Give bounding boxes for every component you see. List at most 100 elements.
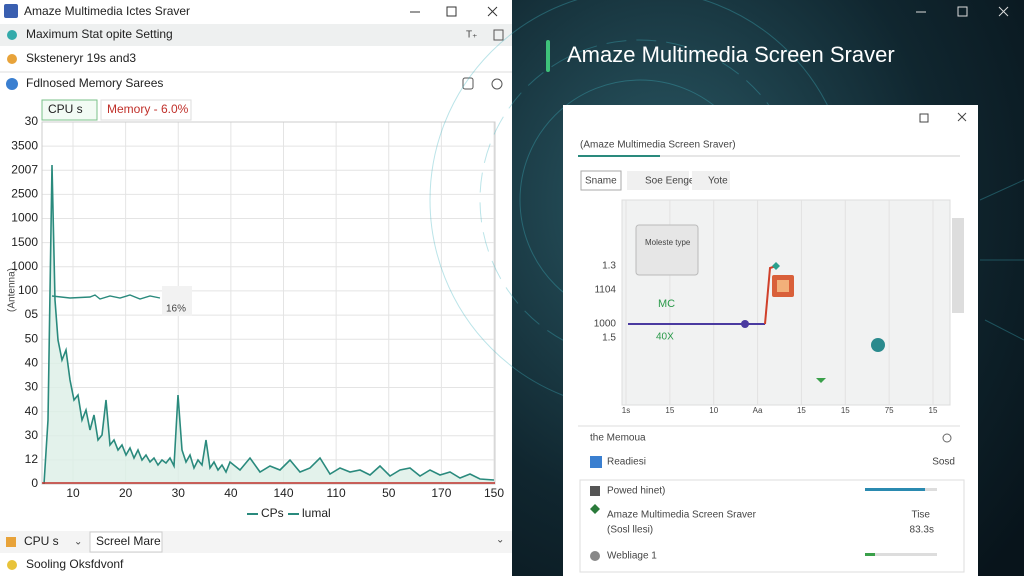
chart-legend-label: Moleste type [645, 238, 691, 247]
dialog-restore[interactable] [919, 113, 929, 123]
tab-label[interactable]: Sname [585, 176, 617, 187]
y-tick-label: 1104 [594, 285, 616, 296]
icon [590, 486, 600, 496]
y-tick-label: 2500 [11, 187, 38, 201]
progress-fill [865, 553, 875, 556]
point [871, 338, 885, 352]
icon [590, 456, 602, 468]
series-label: MC [658, 298, 675, 310]
icon[interactable] [462, 77, 474, 90]
x-tick-label: 15 [797, 406, 806, 415]
chip-label[interactable]: CPU s [48, 102, 83, 116]
row-text[interactable]: Sksteneryr 19s and3 [26, 51, 136, 65]
list-sub: (Sosl llesi) [607, 525, 653, 536]
toolbar-icon[interactable]: T₊ [466, 30, 477, 41]
y-tick-label: 50 [25, 331, 39, 345]
y-tick-label: 30 [25, 428, 39, 442]
list-box [579, 479, 965, 573]
progress-track [865, 553, 937, 556]
x-tick-label: 110 [327, 486, 346, 500]
cpu-trace [43, 164, 495, 485]
row-text[interactable]: Maximum Stat opite Setting [26, 27, 173, 41]
y-tick-label: 3500 [11, 138, 38, 152]
chart-legend [635, 224, 699, 276]
point [741, 320, 749, 328]
y-tick-label: 0 [31, 476, 38, 490]
button-label[interactable]: Screel Mare [96, 534, 161, 548]
list-status: Tise [911, 510, 930, 521]
tab[interactable] [580, 170, 622, 191]
toolbar-icon[interactable] [493, 29, 504, 41]
scrollbar[interactable] [952, 218, 964, 313]
row-icon [6, 78, 18, 90]
memory-trace [51, 294, 161, 300]
progress-fill [865, 488, 925, 491]
icon [6, 537, 16, 547]
annotation: 16% [166, 304, 186, 315]
y-tick-label: 40 [25, 404, 39, 418]
tab[interactable] [627, 171, 689, 190]
x-tick-label: 10 [66, 486, 80, 500]
dropdown[interactable]: CPU s [24, 534, 59, 548]
list-item[interactable]: Powed hinet) [607, 486, 665, 497]
row-icon [7, 54, 17, 64]
list-item[interactable]: Amaze Multimedia Screen Sraver [607, 510, 757, 521]
window-title: Amaze Multimedia Ictes Sraver [24, 4, 190, 18]
marker [777, 280, 789, 292]
legend-label: lumal [302, 506, 331, 520]
marker [816, 378, 826, 383]
x-tick-label: 150 [484, 486, 504, 500]
chip-label[interactable]: Memory - 6.0% [107, 102, 189, 116]
chip[interactable] [100, 99, 192, 121]
x-tick-label: 15 [665, 406, 674, 415]
dialog-heading: (Amaze Multimedia Screen Sraver) [580, 140, 736, 151]
x-tick-label: 140 [273, 486, 293, 500]
x-tick-label: 30 [172, 486, 186, 500]
row-label: Readiesi [607, 457, 646, 468]
series-label: 40X [656, 332, 674, 343]
icon [7, 560, 17, 570]
collapse[interactable]: ⌄ [496, 535, 504, 546]
icon[interactable] [942, 433, 952, 443]
x-tick-label: 15 [929, 406, 938, 415]
section-title: the Memoua [590, 433, 646, 444]
icon [590, 551, 600, 561]
list-item[interactable]: Webliage 1 [607, 551, 657, 562]
annotation-box [162, 286, 192, 316]
button[interactable] [89, 531, 163, 553]
row-value: Sosd [932, 457, 955, 468]
y-tick-label: 1000 [594, 319, 617, 330]
window-controls[interactable] [916, 6, 1009, 17]
y-tick-label: 30 [25, 114, 39, 128]
y-labels: 30 3500 2007 2500 1000 1500 1000 100 05 50 40 30 40 3… [11, 114, 38, 490]
window-controls[interactable] [410, 6, 498, 17]
hero-title: Amaze Multimedia Screen Sraver [567, 42, 895, 67]
dialog-close[interactable] [957, 112, 967, 122]
x-labels: 10 20 30 40 140 110 50 170 150 [66, 486, 504, 500]
icon[interactable] [491, 78, 503, 90]
x-tick-label: 50 [382, 486, 396, 500]
x-tick-label: 10 [709, 406, 718, 415]
toolbar-row [0, 24, 512, 46]
y-tick-label: 1500 [11, 235, 38, 249]
y-tick-label: 1000 [11, 259, 38, 273]
dropdown-arrow[interactable]: ⌄ [74, 537, 82, 548]
x-tick-label: 75 [885, 406, 894, 415]
icon [590, 504, 600, 514]
tab-label[interactable]: Soe Eenge [645, 176, 695, 187]
x-labels: 1s 15 10 Aa 15 15 75 15 [622, 406, 938, 415]
y-tick-label: 12 [25, 452, 39, 466]
accent-bar [546, 40, 550, 72]
y-tick-label: 05 [25, 307, 39, 321]
chip[interactable] [41, 99, 98, 121]
y-tick-label: 1.3 [602, 261, 616, 272]
y-tick-label: 1.5 [602, 333, 616, 344]
row-text[interactable]: Fdlnosed Memory Sarees [26, 76, 163, 90]
tab[interactable] [692, 171, 730, 190]
x-tick-label: 40 [224, 486, 238, 500]
y-tick-label: 30 [25, 380, 39, 394]
y-tick-label: 1000 [11, 211, 38, 225]
y-tick-label: 100 [18, 283, 38, 297]
status: Sooling Oksfdvonf [26, 557, 124, 571]
tab-label[interactable]: Yote [708, 176, 728, 187]
